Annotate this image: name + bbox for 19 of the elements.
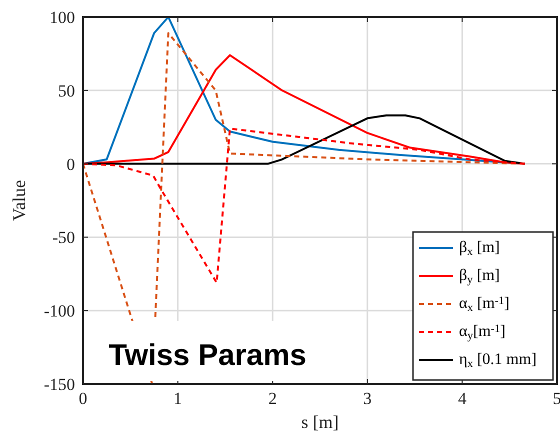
y-tick-label: 100 xyxy=(50,8,75,27)
x-axis-title: s [m] xyxy=(301,412,339,432)
x-tick-label: 2 xyxy=(268,389,277,408)
legend-label: η$_{x}$ [0.1 mm] xyxy=(459,351,537,370)
y-tick-label: -150 xyxy=(44,374,75,394)
y-tick-label: 50 xyxy=(58,81,75,100)
x-tick-label: 4 xyxy=(458,389,467,408)
y-tick-label: 0 xyxy=(66,154,75,174)
y-axis-title: Value xyxy=(9,180,29,221)
x-tick-label: 3 xyxy=(363,389,372,408)
x-tick-label: 0 xyxy=(78,389,88,408)
annotation: Twiss Params xyxy=(108,338,306,372)
legend-label: α$_{x}$ [m$^{-1}$] xyxy=(459,294,510,314)
y-tick-label: -100 xyxy=(44,302,75,321)
legend-label: α$_{y}$[m$^{-1}$] xyxy=(459,322,506,342)
x-tick-label: 1 xyxy=(174,389,182,408)
legend-label: β$_{y}$ [m] xyxy=(459,267,500,286)
y-tick-label: -50 xyxy=(52,228,75,248)
legend-label: β$_{x}$ [m] xyxy=(459,239,500,258)
